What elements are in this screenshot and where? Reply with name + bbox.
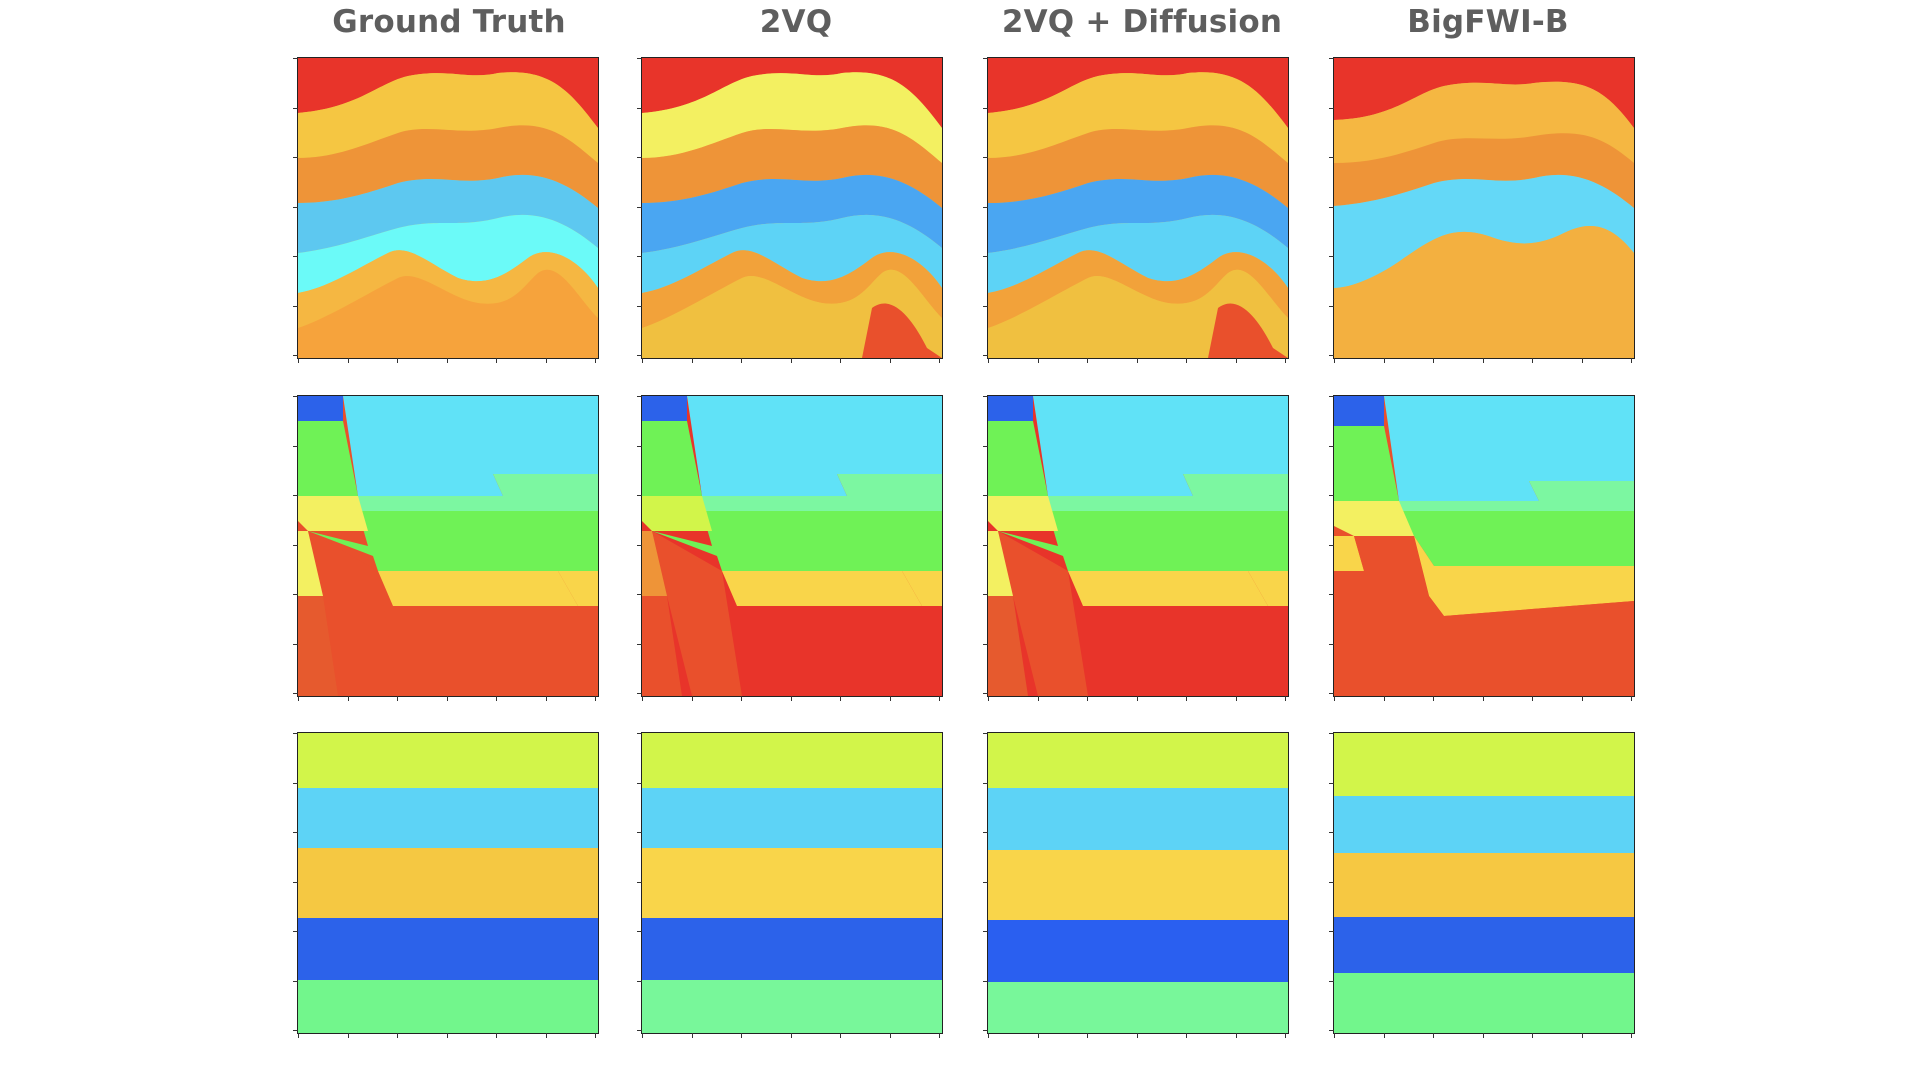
axis-ticks-bottom: [988, 358, 1288, 363]
axis-ticks-bottom: [298, 1033, 598, 1038]
axis-ticks-bottom: [298, 696, 598, 701]
velocity-map-flat: [1334, 733, 1634, 1033]
axis-ticks-bottom: [1334, 1033, 1634, 1038]
panel-row2-bigfwi-b: [1329, 395, 1635, 701]
column-title-2vq-diffusion: 2VQ + Diffusion: [1001, 4, 1283, 40]
panel-row1-2vq-diffusion: [983, 57, 1289, 363]
velocity-map-curved: [988, 58, 1288, 358]
velocity-map-flat: [988, 733, 1288, 1033]
panel-row3-2vq: [637, 732, 943, 1038]
axis-ticks-bottom: [1334, 696, 1634, 701]
panel-row2-2vq: [637, 395, 943, 701]
panel-row1-bigfwi-b: [1329, 57, 1635, 363]
axis-ticks-bottom: [642, 358, 942, 363]
axis-ticks-bottom: [988, 696, 1288, 701]
panel-row3-bigfwi-b: [1329, 732, 1635, 1038]
column-title-bigfwi-b: BigFWI-B: [1407, 4, 1569, 40]
column-title-ground-truth: Ground Truth: [332, 4, 566, 40]
panel-row1-2vq: [637, 57, 943, 363]
velocity-map-curved: [298, 58, 598, 358]
axis-ticks-bottom: [642, 1033, 942, 1038]
panel-row2-2vq-diffusion: [983, 395, 1289, 701]
velocity-map-faulted: [988, 396, 1288, 696]
axis-ticks-bottom: [298, 358, 598, 363]
panel-row3-2vq-diffusion: [983, 732, 1289, 1038]
panel-row3-ground-truth: [293, 732, 599, 1038]
axis-ticks-bottom: [1334, 358, 1634, 363]
velocity-map-curved: [642, 58, 942, 358]
velocity-map-flat: [642, 733, 942, 1033]
column-title-2vq: 2VQ: [759, 4, 833, 40]
axis-ticks-bottom: [642, 696, 942, 701]
panel-row2-ground-truth: [293, 395, 599, 701]
velocity-map-curved: [1334, 58, 1634, 358]
panel-row1-ground-truth: [293, 57, 599, 363]
axis-ticks-bottom: [988, 1033, 1288, 1038]
velocity-map-flat: [298, 733, 598, 1033]
velocity-map-faulted: [642, 396, 942, 696]
velocity-map-faulted: [298, 396, 598, 696]
velocity-map-faulted: [1334, 396, 1634, 696]
